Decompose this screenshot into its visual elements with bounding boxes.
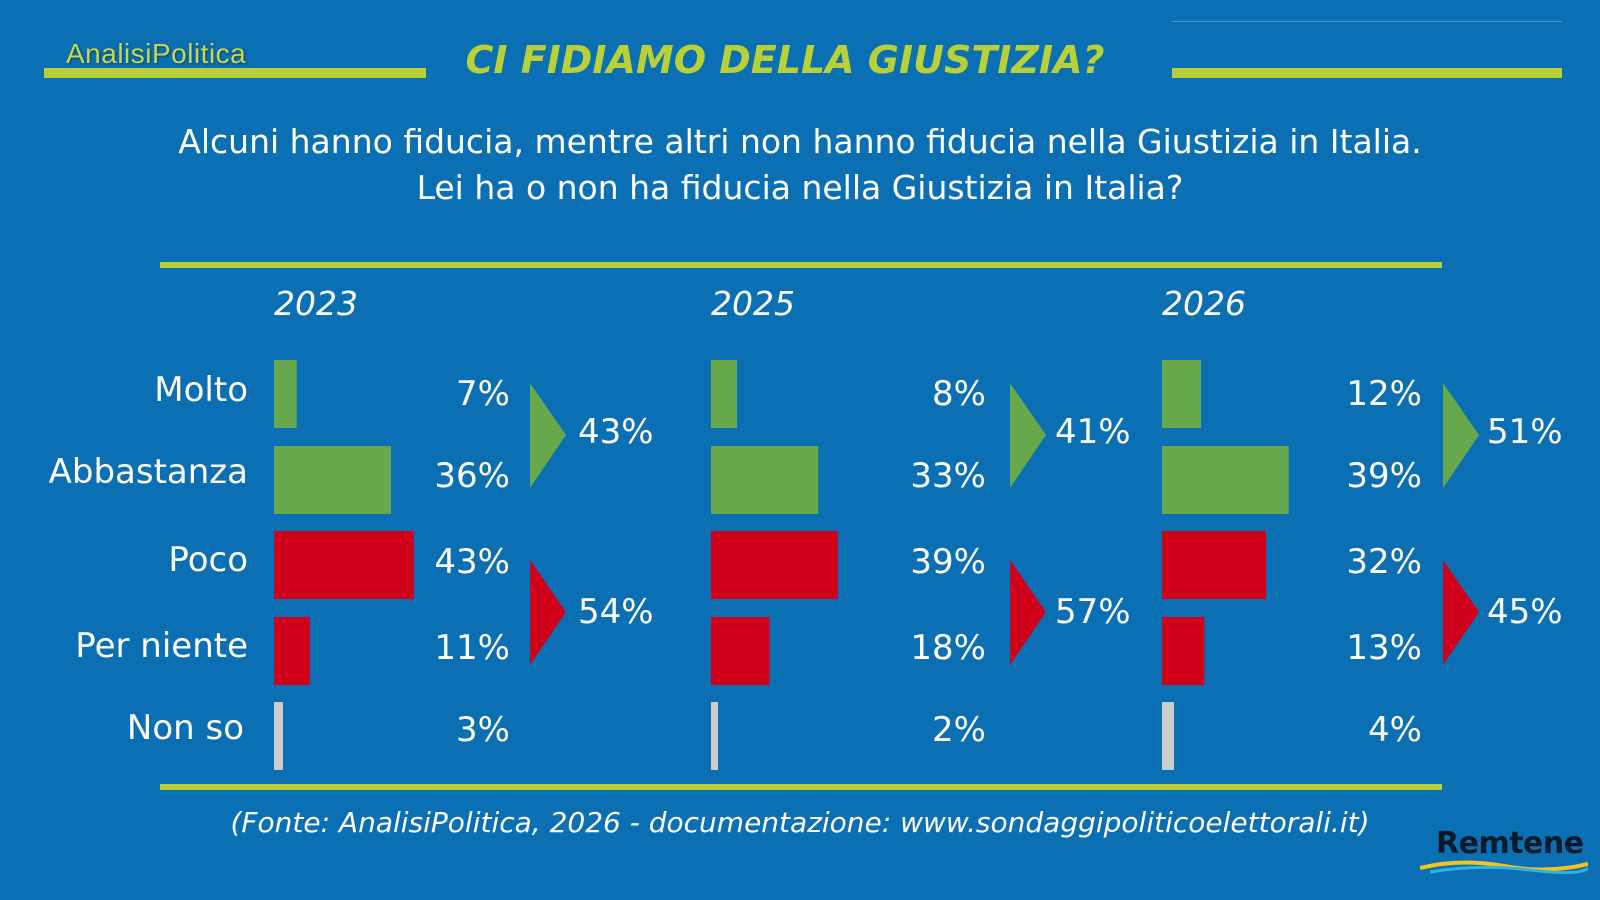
year-header-2023: 2023 bbox=[274, 284, 358, 323]
remtene-swoosh-icon bbox=[1420, 860, 1588, 874]
category-label-non-so: Non so bbox=[126, 708, 244, 748]
category-label-molto: Molto bbox=[154, 370, 248, 410]
value-label-2025-per-niente: 18% bbox=[910, 628, 986, 668]
bar-2025-per-niente bbox=[711, 617, 770, 685]
bar-2026-per-niente bbox=[1162, 617, 1205, 685]
total-non-fiducia-2026: 45% bbox=[1487, 592, 1563, 632]
arrow-non-fiducia-2023 bbox=[530, 560, 566, 665]
page-title: CI FIDIAMO DELLA GIUSTIZIA? bbox=[465, 38, 1105, 82]
bar-2025-abbastanza bbox=[711, 446, 819, 514]
chart-top-rule bbox=[160, 262, 1442, 268]
arrow-non-fiducia-2026 bbox=[1443, 560, 1479, 665]
total-non-fiducia-2023: 54% bbox=[578, 592, 654, 632]
bar-2026-non-so bbox=[1162, 702, 1174, 770]
total-fiducia-2023: 43% bbox=[578, 412, 654, 452]
arrow-fiducia-2023 bbox=[530, 383, 566, 488]
value-label-2023-molto: 7% bbox=[456, 374, 510, 414]
value-label-2025-molto: 8% bbox=[932, 374, 986, 414]
source-note: (Fonte: AnalisiPolitica, 2026 - document… bbox=[230, 806, 1370, 839]
category-label-per-niente: Per niente bbox=[75, 626, 248, 666]
year-header-2025: 2025 bbox=[711, 284, 795, 323]
arrow-non-fiducia-2025 bbox=[1010, 560, 1046, 665]
value-label-2025-abbastanza: 33% bbox=[910, 456, 986, 496]
year-header-2026: 2026 bbox=[1162, 284, 1246, 323]
value-label-2023-non-so: 3% bbox=[456, 710, 510, 750]
total-non-fiducia-2025: 57% bbox=[1055, 592, 1131, 632]
bar-2023-per-niente bbox=[274, 617, 310, 685]
value-label-2026-molto: 12% bbox=[1346, 374, 1422, 414]
logo-underline bbox=[44, 68, 426, 78]
analisipolitica-logo: AnalisiPolitica bbox=[66, 38, 247, 69]
chart-bottom-rule bbox=[160, 784, 1442, 790]
value-label-2025-poco: 39% bbox=[910, 542, 986, 582]
category-label-poco: Poco bbox=[168, 540, 248, 580]
bar-2023-poco bbox=[274, 531, 414, 599]
bar-2023-molto bbox=[274, 360, 297, 428]
value-label-2026-per-niente: 13% bbox=[1346, 628, 1422, 668]
top-thin-rule bbox=[1172, 21, 1562, 22]
bar-2023-abbastanza bbox=[274, 446, 391, 514]
bar-2026-poco bbox=[1162, 531, 1266, 599]
value-label-2026-poco: 32% bbox=[1346, 542, 1422, 582]
value-label-2025-non-so: 2% bbox=[932, 710, 986, 750]
value-label-2023-per-niente: 11% bbox=[434, 628, 510, 668]
subtitle-line-1: Alcuni hanno fiducia, mentre altri non h… bbox=[178, 122, 1422, 161]
arrow-fiducia-2026 bbox=[1443, 383, 1479, 488]
total-fiducia-2026: 51% bbox=[1487, 412, 1563, 452]
subtitle-line-2: Lei ha o non ha fiducia nella Giustizia … bbox=[416, 168, 1184, 207]
value-label-2026-abbastanza: 39% bbox=[1346, 456, 1422, 496]
remtene-logo: Remtene bbox=[1436, 826, 1584, 861]
bar-2023-non-so bbox=[274, 702, 283, 770]
bar-2025-molto bbox=[711, 360, 737, 428]
arrow-fiducia-2025 bbox=[1010, 383, 1046, 488]
value-label-2023-abbastanza: 36% bbox=[434, 456, 510, 496]
value-label-2023-poco: 43% bbox=[434, 542, 510, 582]
value-label-2026-non-so: 4% bbox=[1368, 710, 1422, 750]
bar-2025-poco bbox=[711, 531, 838, 599]
category-label-abbastanza: Abbastanza bbox=[48, 452, 248, 492]
title-rule-right bbox=[1172, 68, 1562, 78]
total-fiducia-2025: 41% bbox=[1055, 412, 1131, 452]
bar-2025-non-so bbox=[711, 702, 718, 770]
bar-2026-abbastanza bbox=[1162, 446, 1289, 514]
bar-2026-molto bbox=[1162, 360, 1201, 428]
